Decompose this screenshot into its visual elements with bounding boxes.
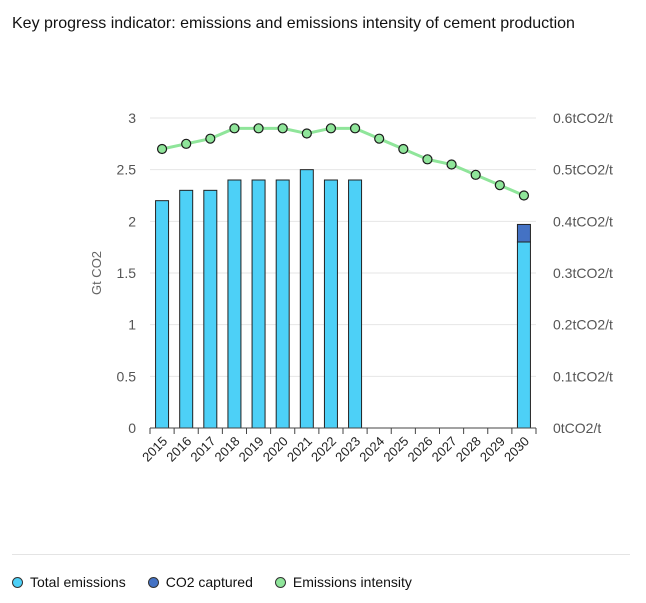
y-tick-label: 3 <box>128 110 136 126</box>
bar-total-emissions <box>348 179 363 429</box>
y2-tick-label: 0.5tCO2/t <box>553 162 613 178</box>
point-emissions-intensity <box>229 123 240 134</box>
legend-swatch-emissions-intensity <box>274 576 286 588</box>
bar-total-emissions <box>227 179 242 429</box>
legend: Total emissions CO2 captured Emissions i… <box>12 572 412 592</box>
x-tick-label: 2028 <box>453 434 484 465</box>
legend-swatch-co2-captured <box>147 576 159 588</box>
y2-tick-label: 0.4tCO2/t <box>553 213 613 229</box>
x-tick-label: 2016 <box>163 434 194 465</box>
point-emissions-intensity <box>205 133 216 144</box>
x-tick-label: 2022 <box>308 434 339 465</box>
x-tick-label: 2029 <box>477 434 508 465</box>
x-tick-label: 2030 <box>501 434 532 465</box>
y2-tick-label: 0.2tCO2/t <box>553 317 613 333</box>
point-emissions-intensity <box>325 123 337 134</box>
x-tick-label: 2018 <box>212 434 243 465</box>
x-tick-label: 2015 <box>139 434 170 465</box>
bar-total-emissions <box>275 179 290 429</box>
point-emissions-intensity <box>349 123 361 134</box>
point-emissions-intensity <box>277 123 288 134</box>
bar-total-emissions <box>155 200 170 429</box>
bar-total-emissions <box>323 179 338 429</box>
x-tick-label: 2025 <box>380 434 411 465</box>
point-emissions-intensity <box>181 138 192 149</box>
y-tick-label: 1.5 <box>117 265 137 281</box>
y-tick-label: 0 <box>128 420 136 436</box>
point-emissions-intensity <box>156 143 168 155</box>
point-emissions-intensity <box>374 133 385 144</box>
point-emissions-intensity <box>422 154 433 165</box>
point-emissions-intensity <box>494 180 505 191</box>
x-tick-label: 2026 <box>405 434 436 465</box>
legend-label-emissions-intensity: Emissions intensity <box>292 574 412 590</box>
y2-tick-label: 0.3tCO2/t <box>553 265 613 281</box>
x-tick-label: 2019 <box>236 434 267 465</box>
x-tick-label: 2027 <box>429 434 460 465</box>
legend-divider <box>12 554 630 555</box>
legend-swatch-total-emissions <box>12 576 23 588</box>
y2-tick-label: 0tCO2/t <box>553 420 601 436</box>
point-emissions-intensity <box>398 143 409 155</box>
point-emissions-intensity <box>253 123 264 134</box>
x-tick-label: 2020 <box>260 434 291 465</box>
bar-total-emissions <box>203 189 218 429</box>
point-emissions-intensity <box>518 190 530 201</box>
x-tick-label: 2024 <box>356 434 387 465</box>
x-tick-label: 2023 <box>332 434 363 465</box>
x-tick-label: 2021 <box>284 434 315 465</box>
x-tick-label: 2017 <box>187 434 218 465</box>
bar-co2-captured <box>516 223 531 243</box>
y2-tick-label: 0.1tCO2/t <box>553 368 613 384</box>
legend-item-co2-captured[interactable]: CO2 captured <box>147 574 253 590</box>
legend-label-co2-captured: CO2 captured <box>165 574 253 590</box>
y-tick-label: 2.5 <box>117 162 137 178</box>
bar-total-emissions <box>299 169 314 429</box>
legend-item-total-emissions[interactable]: Total emissions <box>12 574 126 590</box>
y-tick-label: 1 <box>128 317 136 333</box>
y2-tick-label: 0.6tCO2/t <box>553 110 613 126</box>
bar-total-emissions <box>179 189 194 429</box>
point-emissions-intensity <box>301 128 312 139</box>
line-emissions-intensity <box>161 126 525 197</box>
chart-title: Key progress indicator: emissions and em… <box>12 15 575 32</box>
chart-canvas: 0 0tCO2/t 0.5 0.1tCO2/t 1 0.2tCO2/t 1.5 0.3tCO2… <box>89 110 613 465</box>
legend-item-emissions-intensity[interactable]: Emissions intensity <box>274 574 412 590</box>
point-emissions-intensity <box>470 169 481 180</box>
y-tick-label: 0.5 <box>117 368 137 384</box>
legend-label-total-emissions: Total emissions <box>30 574 126 590</box>
y-tick-label: 2 <box>128 213 136 229</box>
point-emissions-intensity <box>446 159 457 170</box>
y-axis-title: Gt CO2 <box>89 251 104 295</box>
bar-total-emissions <box>251 179 266 429</box>
bar-total-emissions <box>516 241 531 429</box>
